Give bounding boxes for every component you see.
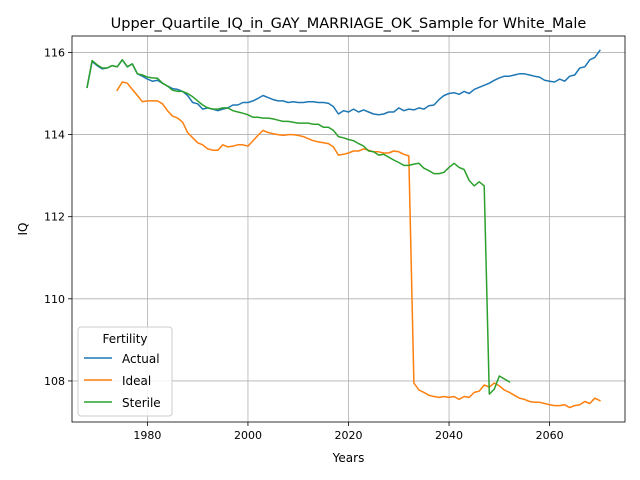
x-tick-label: 2000 [234,429,262,442]
x-axis-ticks: 1980 2000 2020 2040 2060 [133,422,564,442]
legend-box [77,326,173,417]
y-tick-label: 110 [44,293,65,306]
y-tick-label: 114 [44,129,65,142]
legend-entry-sterile: Sterile [84,396,161,410]
y-tick-label: 112 [44,211,65,224]
x-tick-label: 2020 [335,429,363,442]
y-axis-label: IQ [16,223,30,236]
y-tick-label: 108 [44,375,65,388]
x-tick-label: 2040 [435,429,463,442]
legend-label-actual: Actual [122,352,160,366]
legend-entry-ideal: Ideal [84,374,151,388]
grid-lines [72,36,625,422]
legend-title: Fertility [102,332,147,346]
y-axis-ticks: 108 110 112 114 116 [44,46,72,388]
x-tick-label: 2060 [536,429,564,442]
series-line-actual [86,49,601,116]
legend-label-sterile: Sterile [122,396,161,410]
series-line-ideal [116,81,601,409]
chart-title: Upper_Quartile_IQ_in_GAY_MARRIAGE_OK_Sam… [111,16,587,32]
x-axis-label: Years [332,451,365,465]
legend-label-ideal: Ideal [122,374,151,388]
legend-entry-actual: Actual [84,352,160,366]
series-lines [86,49,601,409]
legend: Fertility Actual Ideal Sterile [77,326,173,417]
series-line-sterile [86,59,511,395]
y-tick-label: 116 [44,46,65,59]
x-tick-label: 1980 [133,429,161,442]
